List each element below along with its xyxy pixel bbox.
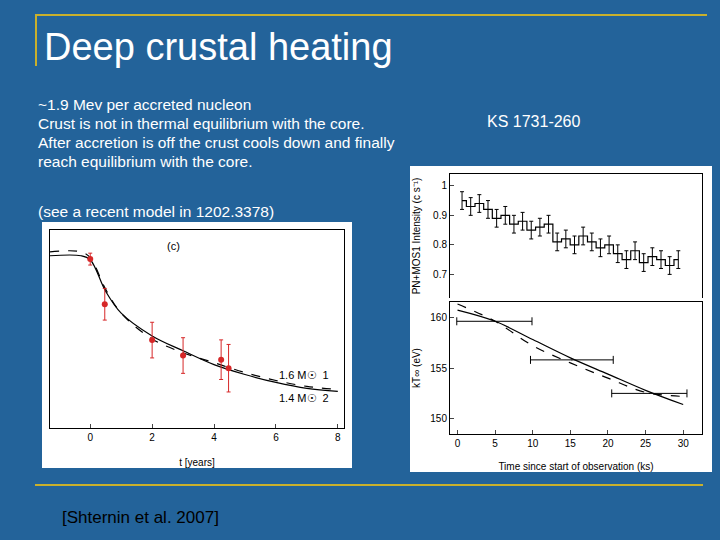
svg-text:150: 150 [430, 413, 447, 424]
svg-text:10: 10 [527, 438, 539, 449]
svg-text:1: 1 [441, 180, 447, 191]
svg-text:30: 30 [678, 438, 690, 449]
svg-text:8: 8 [335, 432, 341, 443]
html-text:[Shternin et al. 2007]: [Shternin et al. 2007] [62, 508, 219, 527]
svg-text:0.9: 0.9 [433, 210, 447, 221]
svg-text:160: 160 [430, 312, 447, 323]
svg-text:(c): (c) [167, 240, 180, 252]
svg-text:155: 155 [430, 363, 447, 374]
svg-text:0.8: 0.8 [433, 239, 447, 250]
html-text:KS 1731-260: KS 1731-260 [487, 113, 581, 130]
svg-text:5: 5 [492, 438, 498, 449]
svg-text:1.4 M☉ 2: 1.4 M☉ 2 [279, 392, 329, 404]
svg-text:6: 6 [273, 432, 279, 443]
svg-text:15: 15 [565, 438, 577, 449]
svg-text:20: 20 [602, 438, 614, 449]
svg-text:2: 2 [149, 432, 155, 443]
svg-text:t [years]: t [years] [179, 457, 215, 468]
svg-text:0: 0 [87, 432, 93, 443]
svg-text:25: 25 [640, 438, 652, 449]
svg-text:0.7: 0.7 [433, 269, 447, 280]
html-text:After accretion is off the cru: After accretion is off the crust cools d… [38, 134, 395, 170]
html-text:(see a recent model in 1202.33: (see a recent model in 1202.3378) [38, 203, 275, 220]
svg-text:4: 4 [211, 432, 217, 443]
svg-text:PN+MOS1 Intensity (c s⁻¹): PN+MOS1 Intensity (c s⁻¹) [411, 178, 422, 295]
svg-text:0: 0 [455, 438, 461, 449]
html-text:Crust is not in thermal equili: Crust is not in thermal equilibrium with… [38, 115, 365, 132]
svg-text:1.6 M☉ 1: 1.6 M☉ 1 [279, 369, 329, 381]
svg-text:Time since start of observatio: Time since start of observation (ks) [498, 461, 653, 472]
html-text:Deep crustal heating: Deep crustal heating [44, 26, 393, 68]
html-text:~1.9 Mev per accreted nucleon: ~1.9 Mev per accreted nucleon [38, 96, 252, 113]
svg-text:kT∞ (eV): kT∞ (eV) [411, 348, 422, 388]
